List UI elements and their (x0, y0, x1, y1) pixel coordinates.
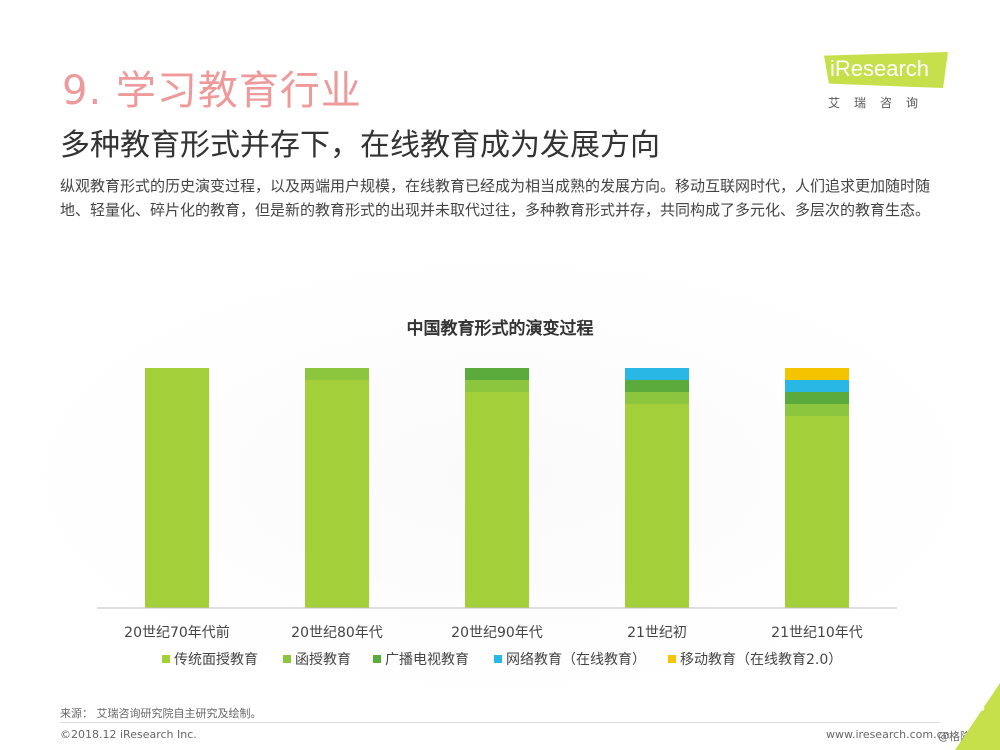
page-subtitle: 多种教育形式并存下，在线教育成为发展方向 (60, 128, 660, 163)
legend-swatch (668, 655, 676, 663)
bar-segment (785, 368, 849, 380)
bar-segment (305, 380, 369, 608)
bar-segment (785, 392, 849, 404)
x-tick-label: 20世纪80年代 (291, 625, 383, 641)
x-tick-label: 21世纪初 (627, 624, 687, 641)
education-evolution-chart: 中国教育形式的演变过程 20世纪70年代前 20世纪80年代 20世纪90年代 21世纪… (97, 318, 897, 668)
bar-segment (305, 368, 369, 380)
source-note: 来源： 艾瑞咨询研究院自主研究及绘制。 (60, 707, 262, 720)
footer-divider (60, 722, 940, 723)
page-number: 63 (970, 700, 986, 714)
bar-segment (625, 404, 689, 608)
bar-segment (465, 392, 529, 608)
bar-segment (625, 392, 689, 404)
bar-segment (465, 380, 529, 392)
bar-segment (625, 380, 689, 392)
body-paragraph: 纵观教育形式的历史演变过程，以及两端用户规模，在线教育已经成为相当成熟的发展方向… (60, 177, 931, 219)
bar-segment (465, 368, 529, 380)
x-tick-label: 20世纪70年代前 (124, 624, 230, 641)
legend-label: 传统面授教育 (174, 652, 258, 668)
x-tick-label: 20世纪90年代 (451, 625, 543, 641)
legend-swatch (373, 655, 381, 663)
copyright: ©2018.12 iResearch Inc. (60, 728, 197, 741)
bar-segment (625, 368, 689, 380)
logo-chinese: 艾瑞咨询 (828, 96, 933, 110)
bar-segment (145, 368, 209, 608)
legend-label: 网络教育（在线教育） (506, 652, 646, 668)
bar-segment (785, 380, 849, 392)
logo-banner (824, 52, 948, 88)
bar-segment (785, 404, 849, 416)
legend-label: 广播电视教育 (385, 652, 469, 668)
legend-swatch (162, 655, 170, 663)
legend-swatch (283, 655, 291, 663)
logo-text: iResearch (830, 56, 930, 81)
legend-label: 函授教育 (295, 652, 351, 668)
bar-segment (785, 416, 849, 608)
x-tick-label: 21世纪10年代 (771, 625, 863, 641)
website-url: www.iresearch.com.cn (826, 728, 950, 741)
section-title: 9. 学习教育行业 (62, 68, 362, 114)
iresearch-logo: iResearch 艾瑞咨询 (824, 52, 954, 114)
legend-label: 移动教育（在线教育2.0） (680, 652, 842, 668)
chart-title: 中国教育形式的演变过程 (407, 318, 594, 339)
legend-swatch (494, 655, 502, 663)
